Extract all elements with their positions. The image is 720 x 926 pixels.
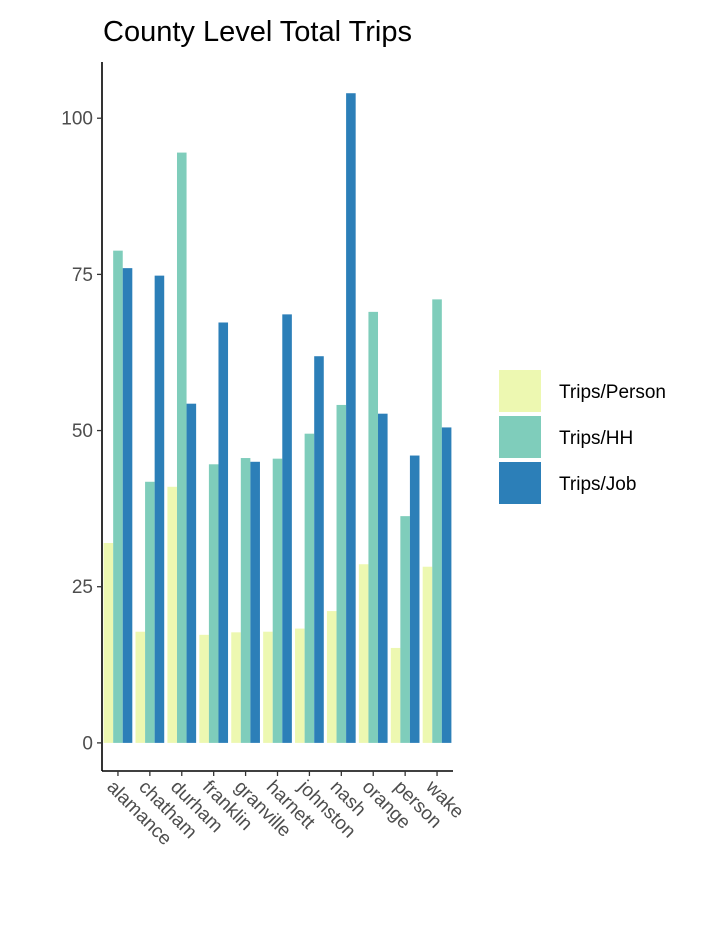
bar-trips-job-nash	[346, 93, 356, 743]
bar-trips-job-wake	[441, 427, 452, 743]
y-tick-label-100: 100	[61, 109, 93, 130]
bar-trips-hh-granville	[240, 458, 251, 743]
y-tick-label-50: 50	[72, 421, 93, 442]
y-tick-label-25: 25	[72, 577, 93, 598]
bar-trips-hh-franklin	[208, 464, 219, 743]
bar-trips-person-franklin	[199, 634, 209, 743]
y-tick-label-0: 0	[82, 733, 93, 754]
bar-trips-job-johnston	[314, 356, 324, 743]
bar-trips-hh-wake	[432, 299, 442, 743]
bar-trips-job-orange	[378, 413, 388, 743]
bar-trips-person-person	[390, 647, 401, 743]
legend: Trips/Person Trips/HH Trips/Job	[499, 370, 666, 504]
bar-trips-person-alamance	[103, 543, 114, 743]
legend-label-trips-hh: Trips/HH	[559, 428, 633, 449]
bar-trips-hh-alamance	[113, 250, 123, 743]
bar-trips-person-wake	[422, 566, 433, 743]
legend-key-trips-job	[499, 462, 541, 504]
bar-trips-job-chatham	[154, 275, 165, 743]
bar-trips-person-nash	[326, 611, 337, 743]
legend-key-trips-hh	[499, 416, 541, 458]
bar-trips-person-granville	[231, 632, 241, 743]
bar-trips-hh-nash	[336, 404, 347, 743]
chart-title: County Level Total Trips	[103, 16, 412, 48]
bar-trips-hh-johnston	[304, 433, 315, 743]
bar-trips-hh-chatham	[145, 481, 155, 743]
bar-trips-job-person	[409, 455, 420, 743]
legend-label-trips-person: Trips/Person	[559, 382, 666, 403]
x-axis-ticks: alamancechathamdurhamfranklingranvilleha…	[102, 771, 468, 850]
y-tick-label-75: 75	[72, 265, 93, 286]
bar-trips-person-johnston	[295, 628, 305, 743]
bar-trips-hh-person	[400, 516, 410, 743]
bar-trips-hh-orange	[368, 311, 379, 743]
bars-group	[103, 93, 452, 743]
bar-trips-person-harnett	[263, 631, 273, 743]
bar-trips-job-granville	[250, 461, 260, 743]
bar-trips-job-durham	[186, 403, 197, 743]
bar-trips-job-franklin	[218, 322, 229, 743]
bar-trips-person-chatham	[135, 631, 146, 743]
legend-label-trips-job: Trips/Job	[559, 474, 636, 495]
bar-trips-job-harnett	[282, 314, 292, 743]
legend-key-trips-person	[499, 370, 541, 412]
bar-trips-hh-harnett	[272, 458, 283, 743]
bar-trips-person-durham	[167, 486, 177, 743]
bar-trips-job-alamance	[122, 268, 133, 743]
bar-trips-hh-durham	[176, 152, 187, 743]
y-axis-ticks: 0 25 50 75 100	[61, 109, 102, 754]
bar-trips-person-orange	[358, 564, 369, 743]
